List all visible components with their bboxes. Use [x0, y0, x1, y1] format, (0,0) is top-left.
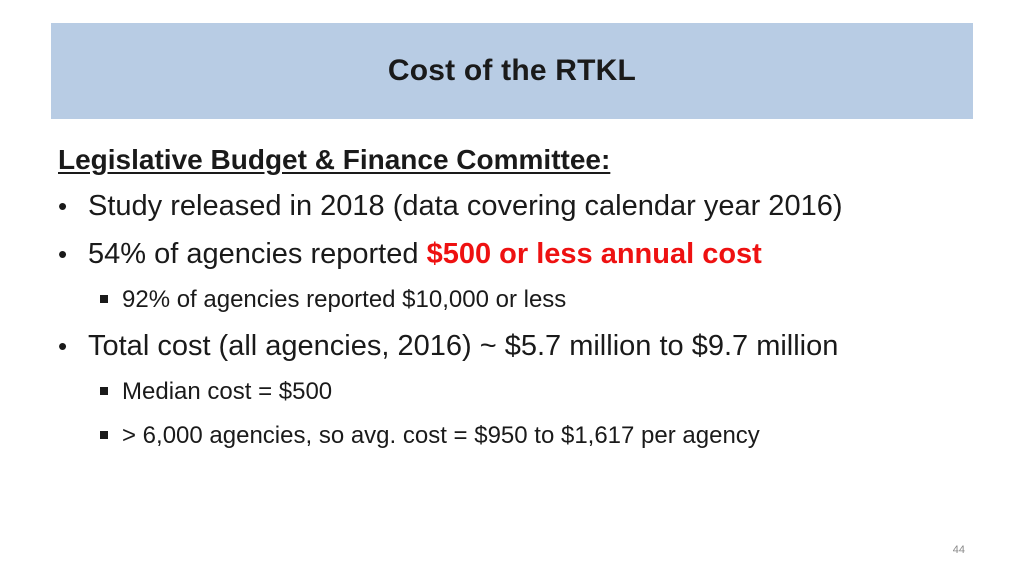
bullet-item: • Study released in 2018 (data covering …	[58, 182, 978, 230]
slide-content: Legislative Budget & Finance Committee: …	[58, 138, 978, 458]
sub-bullet-item: > 6,000 agencies, so avg. cost = $950 to…	[58, 414, 978, 458]
bullet-dot-icon: •	[58, 239, 68, 269]
bullet-dot-icon: •	[58, 331, 68, 361]
bullet-text: 54% of agencies reported	[88, 238, 427, 270]
sub-bullet-text: Median cost = $500	[122, 378, 333, 405]
bullet-text: Total cost (all agencies, 2016) ~ $5.7 m…	[88, 330, 839, 362]
square-bullet-icon	[100, 295, 108, 303]
bullet-item: • 54% of agencies reported $500 or less …	[58, 230, 978, 278]
slide-title: Cost of the RTKL	[387, 54, 637, 87]
sub-bullet-text: 92% of agencies reported $10,000 or less	[122, 286, 567, 313]
sub-bullet-item: 92% of agencies reported $10,000 or less	[58, 278, 978, 322]
bullet-text: Study released in 2018 (data covering ca…	[88, 190, 843, 222]
bullet-emphasis-text: $500 or less annual cost	[426, 238, 762, 270]
square-bullet-icon	[100, 431, 108, 439]
title-bar: Cost of the RTKL	[51, 23, 973, 119]
page-number: 44	[952, 544, 965, 556]
bullet-dot-icon: •	[58, 191, 68, 221]
square-bullet-icon	[100, 387, 108, 395]
sub-bullet-text: > 6,000 agencies, so avg. cost = $950 to…	[122, 422, 760, 449]
bullet-item: • Total cost (all agencies, 2016) ~ $5.7…	[58, 322, 978, 370]
section-heading: Legislative Budget & Finance Committee:	[58, 144, 611, 175]
sub-bullet-item: Median cost = $500	[58, 370, 978, 414]
